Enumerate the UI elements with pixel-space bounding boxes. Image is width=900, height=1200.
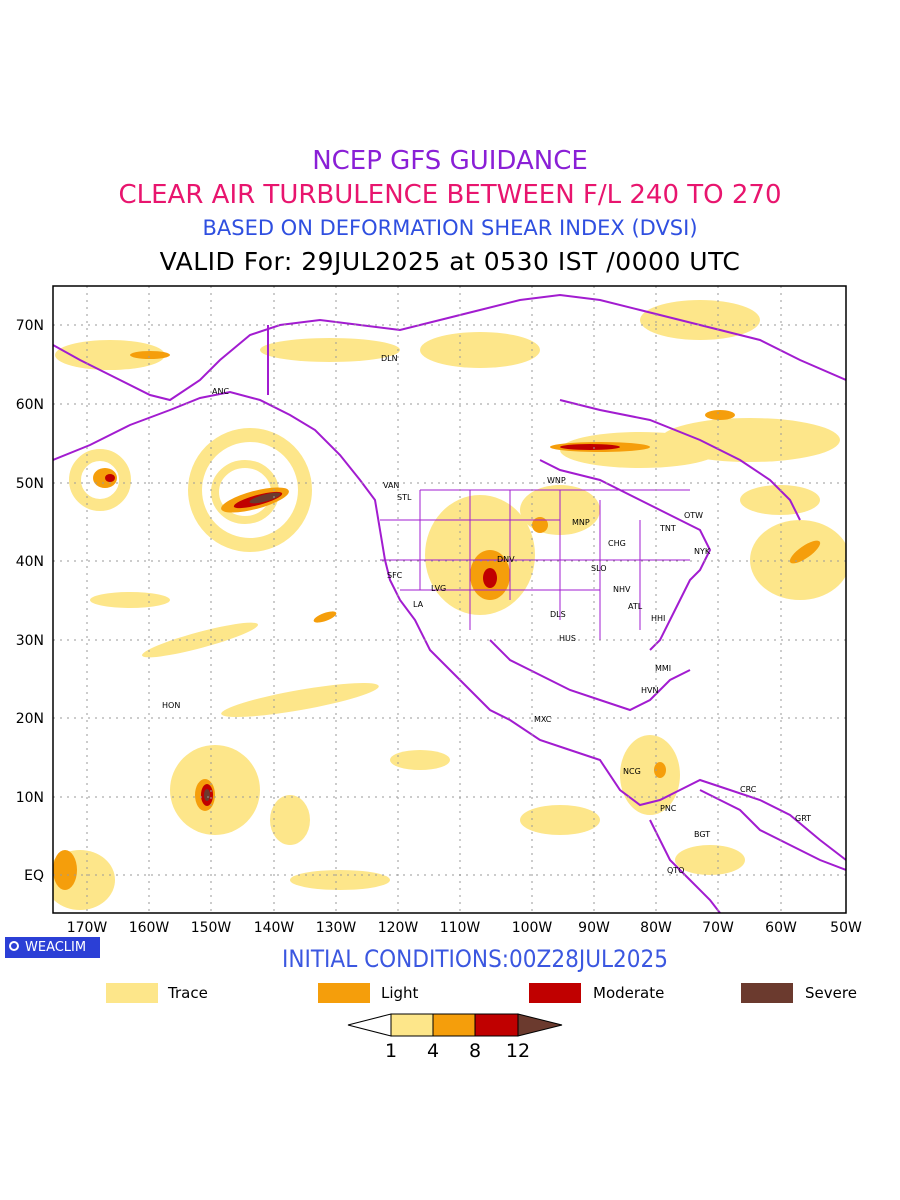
city-label: CHG	[608, 539, 626, 548]
legend-label-moderate: Moderate	[593, 984, 665, 1002]
city-label: GRT	[795, 814, 811, 823]
city-label: BGT	[694, 830, 710, 839]
lat-label: 60N	[16, 397, 44, 413]
city-label: HUS	[559, 634, 576, 643]
lon-label: 90W	[578, 920, 610, 936]
title-line-1: NCEP GFS GUIDANCE	[312, 146, 588, 176]
city-label: MNP	[572, 518, 590, 527]
trace-areas	[53, 300, 846, 910]
city-label: LA	[413, 600, 424, 609]
city-label: HVN	[641, 686, 658, 695]
lat-label: 30N	[16, 633, 44, 649]
city-label: VAN	[383, 481, 399, 490]
city-label: SLO	[591, 564, 607, 573]
lon-label: 70W	[702, 920, 734, 936]
city-label: MMI	[655, 664, 671, 673]
lat-label: 20N	[16, 711, 44, 727]
city-label: STL	[397, 493, 412, 502]
weaclim-logo: WEACLIM	[5, 937, 100, 958]
lat-label: 40N	[16, 554, 44, 570]
lon-label: 110W	[440, 920, 481, 936]
lon-label: 100W	[512, 920, 553, 936]
valid-time-line: VALID For: 29JUL2025 at 0530 IST /0000 U…	[159, 247, 741, 276]
lon-label: 80W	[640, 920, 672, 936]
legend-swatch-severe	[741, 983, 793, 1003]
city-label: NCG	[623, 767, 641, 776]
legend-label-severe: Severe	[805, 984, 857, 1002]
city-label: TNT	[659, 524, 676, 533]
city-label: DNV	[497, 555, 515, 564]
map-frame	[52, 285, 847, 914]
city-label: SFC	[387, 571, 403, 580]
city-labels: DLN ANC VAN STL WNP OTW TNT MNP CHG NYK …	[162, 354, 811, 875]
title-line-2: CLEAR AIR TURBULENCE BETWEEN F/L 240 TO …	[118, 180, 782, 210]
lon-label: 140W	[254, 920, 295, 936]
lat-label: 10N	[16, 790, 44, 806]
latitude-labels: 70N 60N 50N 40N 30N 20N 10N EQ	[16, 318, 44, 884]
lon-label: 50W	[830, 920, 862, 936]
turbulence-fields: DLN ANC VAN STL WNP OTW TNT MNP CHG NYK …	[53, 286, 846, 913]
logo-ring-icon	[9, 941, 19, 951]
legend-swatch-light	[318, 983, 370, 1003]
lon-label: 60W	[765, 920, 797, 936]
lon-label: 120W	[378, 920, 419, 936]
lon-label: 160W	[129, 920, 170, 936]
title-line-3: BASED ON DEFORMATION SHEAR INDEX (DVSI)	[202, 216, 698, 240]
city-label: NYK	[694, 547, 711, 556]
state-borders	[380, 489, 690, 640]
city-label: NHV	[613, 585, 631, 594]
lat-label: EQ	[24, 868, 44, 884]
city-label: ATL	[628, 602, 643, 611]
legend-swatch-moderate	[529, 983, 581, 1003]
legend-label-light: Light	[381, 984, 419, 1002]
lon-label: 170W	[67, 920, 108, 936]
city-label: WNP	[547, 476, 566, 485]
city-label: PNC	[660, 804, 677, 813]
coastlines	[53, 293, 846, 913]
city-label: OTW	[684, 511, 703, 520]
logo-text: WEACLIM	[25, 940, 87, 955]
city-label: HHI	[651, 614, 665, 623]
city-label: LVG	[431, 584, 446, 593]
longitude-labels: 170W 160W 150W 140W 130W 120W 110W 100W …	[67, 920, 862, 936]
initial-conditions: INITIAL CONDITIONS:00Z28JUL2025	[281, 945, 669, 973]
severe-areas	[204, 492, 281, 801]
lat-label: 50N	[16, 476, 44, 492]
city-label: ANC	[212, 387, 229, 396]
city-label: DLS	[550, 610, 566, 619]
city-label: QTO	[667, 866, 684, 875]
legend-swatch-trace	[106, 983, 158, 1003]
legend-label-trace: Trace	[168, 984, 208, 1002]
lon-label: 130W	[316, 920, 357, 936]
city-label: MXC	[534, 715, 552, 724]
city-label: CRC	[740, 785, 757, 794]
city-label: DLN	[381, 354, 398, 363]
city-label: HON	[162, 701, 180, 710]
lat-label: 70N	[16, 318, 44, 334]
lon-label: 150W	[191, 920, 232, 936]
